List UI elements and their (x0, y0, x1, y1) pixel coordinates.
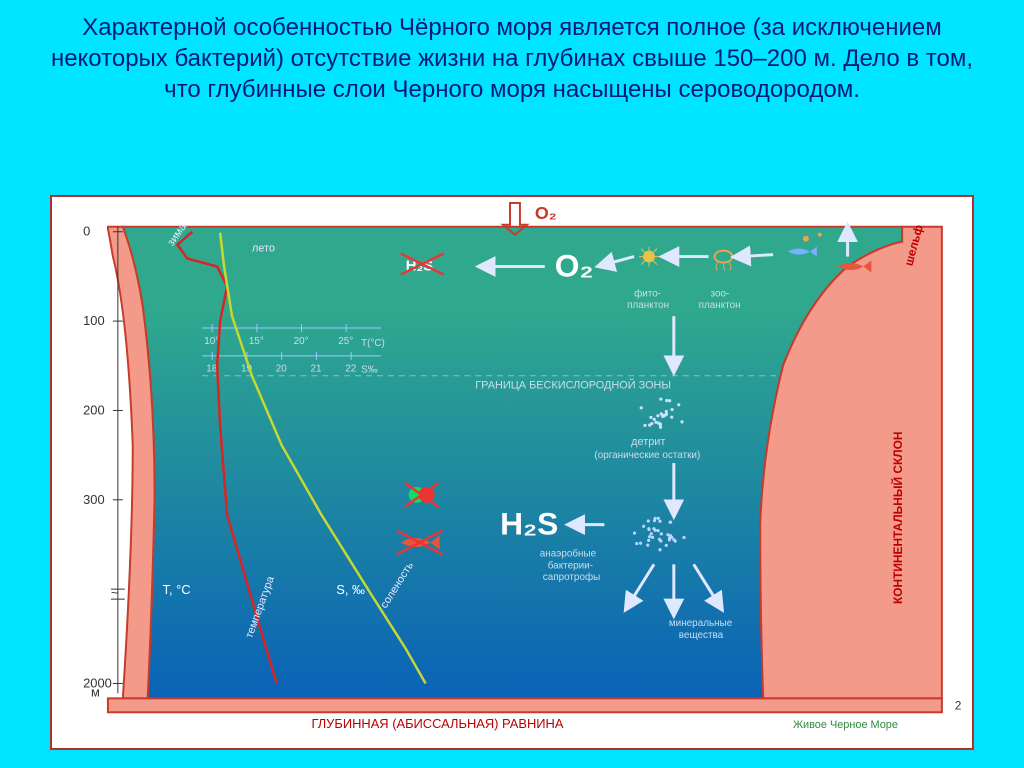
svg-text:~: ~ (111, 585, 119, 600)
t-label: T, °C (163, 582, 191, 597)
depth-unit: м (91, 684, 100, 699)
svg-text:20: 20 (276, 364, 288, 375)
svg-text:25°: 25° (338, 336, 353, 347)
svg-text:21: 21 (310, 364, 322, 375)
o2-zone-label: O₂ (555, 247, 594, 283)
phyto-label-2: планктон (627, 300, 669, 311)
bacteria-l3: сапротрофы (543, 572, 600, 583)
slide-page: Характерной особенностью Чёрного моря яв… (0, 0, 1024, 768)
abyssal-plain (108, 698, 942, 712)
zoo-label-2: планктон (699, 300, 741, 311)
alive-sea-label: Живое Черное Море (793, 719, 898, 731)
anoxic-boundary-label: ГРАНИЦА БЕСКИСЛОРОДНОЙ ЗОНЫ (475, 379, 671, 392)
svg-text:200: 200 (83, 402, 105, 417)
summer-label: лето (252, 243, 275, 255)
svg-text:100: 100 (83, 313, 105, 328)
h2s-zone-label: H₂S (500, 506, 558, 542)
axis-2-label: 2 (955, 698, 962, 712)
svg-text:22: 22 (345, 364, 357, 375)
svg-text:S‰: S‰ (361, 365, 378, 376)
arrow-fish-zoo (740, 255, 773, 257)
bacteria-l1: анаэробные (540, 548, 597, 559)
svg-text:0: 0 (83, 224, 90, 239)
o2-top-label: O₂ (535, 203, 557, 223)
abyssal-label: ГЛУБИННАЯ (АБИССАЛЬНАЯ) РАВНИНА (311, 716, 563, 731)
phyto-label-1: фито- (634, 288, 661, 299)
phytoplankton-icon (639, 247, 659, 267)
detritus-label-1: детрит (631, 436, 665, 448)
svg-text:20°: 20° (294, 336, 309, 347)
minerals-l1: минеральные (669, 618, 733, 629)
bacteria-l2: бактерии- (548, 560, 593, 571)
zoo-label-1: зоо- (711, 288, 730, 299)
continental-slope-label: КОНТИНЕНТАЛЬНЫЙ СКЛОН (890, 432, 905, 604)
svg-text:T(°C): T(°C) (361, 338, 385, 349)
diagram-svg: 01002003002000 м ~ O₂ зима лето 10°15°20… (52, 197, 972, 748)
header-text: Характерной особенностью Чёрного моря яв… (0, 0, 1024, 118)
s-label: S, ‰ (336, 582, 365, 597)
minerals-l2: вещества (679, 630, 724, 641)
detritus-label-2: (органические остатки) (594, 450, 700, 461)
svg-text:10°: 10° (204, 336, 219, 347)
sea-cross-section-diagram: 01002003002000 м ~ O₂ зима лето 10°15°20… (50, 195, 974, 750)
svg-text:300: 300 (83, 492, 105, 507)
depth-axis: 01002003002000 м ~ (83, 224, 125, 700)
svg-text:15°: 15° (249, 336, 264, 347)
